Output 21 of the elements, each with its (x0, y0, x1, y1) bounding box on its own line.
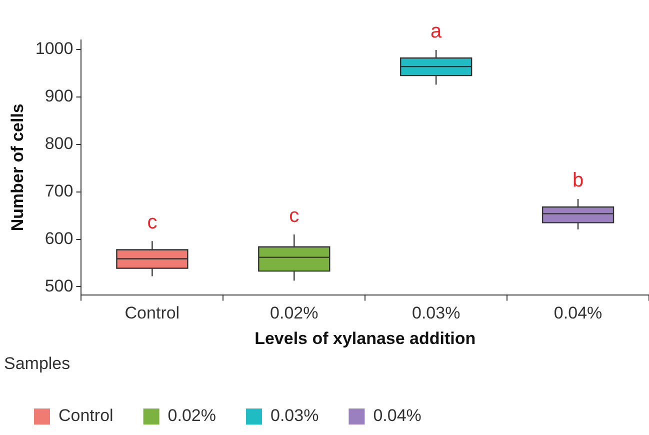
annotation: b (572, 169, 584, 192)
y-tick-label: 1000 (35, 39, 74, 58)
x-tick-label: Control (124, 304, 180, 323)
x-tick-label: 0.02% (270, 304, 318, 323)
y-tick-label: 900 (44, 86, 74, 106)
x-tick-label: 0.04% (554, 304, 602, 323)
x-tick-label: 0.03% (412, 304, 460, 323)
annotation: c (289, 205, 300, 228)
legend-label: 0.03% (270, 406, 319, 426)
y-tick-label: 500 (44, 276, 74, 296)
legend-label: 0.04% (373, 406, 422, 426)
legend-label: 0.02% (168, 406, 216, 426)
legend-label: Control (58, 406, 114, 426)
y-tick-label: 600 (44, 228, 74, 248)
y-tick-label: 800 (44, 134, 74, 154)
annotation: a (430, 20, 443, 42)
y-axis-title: Number of cells (8, 104, 27, 232)
x-axis-title: Levels of xylanase addition (254, 329, 476, 348)
y-tick-label: 700 (44, 182, 74, 201)
legend-title: Samples (4, 354, 70, 373)
annotation: c (147, 212, 158, 234)
